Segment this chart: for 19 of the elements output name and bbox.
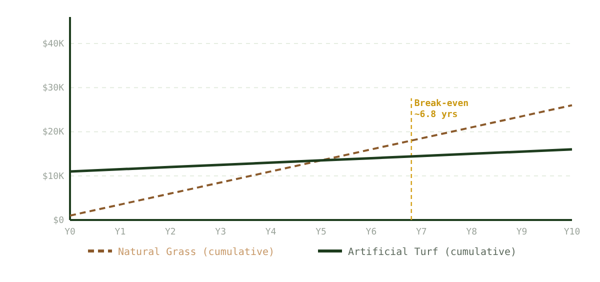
- x-tick-label: Y8: [466, 227, 478, 238]
- x-tick-label: Y10: [564, 227, 580, 238]
- x-tick-label: Y4: [265, 227, 276, 238]
- x-tick-label: Y7: [416, 227, 427, 238]
- x-tick-label: Y9: [516, 227, 528, 238]
- x-tick-label: Y1: [114, 227, 126, 238]
- y-tick-label: $40K: [42, 39, 65, 50]
- x-tick-label: Y2: [164, 227, 176, 238]
- x-tick-label: Y3: [215, 227, 226, 238]
- y-tick-label: $30K: [42, 83, 65, 94]
- legend-label: Natural Grass (cumulative): [118, 247, 275, 258]
- legend-label: Artificial Turf (cumulative): [348, 247, 517, 258]
- annotation: Break-even ~6.8 yrs: [414, 99, 469, 120]
- y-tick-label: $0: [53, 216, 64, 226]
- y-tick-label: $20K: [42, 128, 65, 138]
- x-tick-label: Y6: [366, 227, 377, 238]
- x-tick-label: Y0: [64, 227, 76, 238]
- x-tick-label: Y5: [316, 227, 326, 238]
- y-tick-label: $10K: [42, 172, 65, 182]
